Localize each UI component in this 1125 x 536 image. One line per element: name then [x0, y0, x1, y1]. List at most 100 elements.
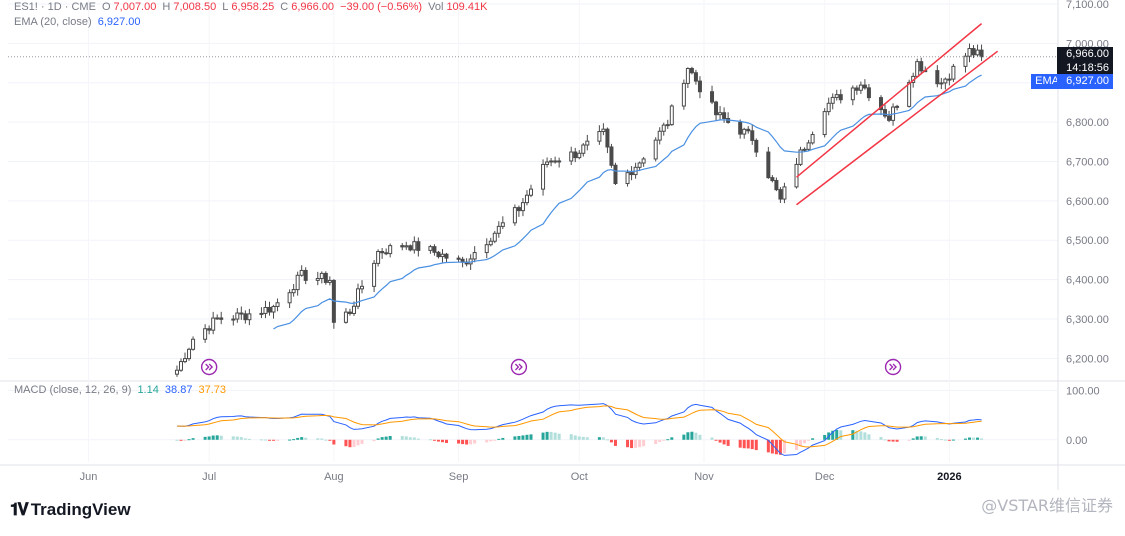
candle-body — [351, 305, 356, 314]
candle-body — [718, 112, 723, 116]
time-axis-tick: Aug — [324, 471, 344, 483]
candle-body — [557, 160, 562, 163]
time-axis-tick: Jun — [80, 471, 98, 483]
candle-body — [915, 61, 920, 77]
macd-histogram-bar — [352, 439, 356, 448]
macd-histogram-bar — [457, 439, 461, 444]
candle-body — [689, 67, 694, 74]
macd-histogram-bar — [525, 434, 529, 440]
price-axis-tick: 6,400.00 — [1066, 275, 1109, 287]
macd-histogram-bar — [895, 439, 899, 442]
macd-histogram-bar — [581, 436, 585, 440]
time-axis-tick: Nov — [694, 471, 714, 483]
candle-body — [665, 124, 670, 127]
macd-histogram-bar — [803, 439, 807, 444]
candle-body — [669, 105, 674, 126]
macd-histogram-bar — [883, 439, 887, 441]
macd-histogram-bar — [690, 431, 694, 440]
candle-body — [291, 289, 296, 294]
macd-histogram-bar — [722, 439, 726, 445]
wedge-trendline — [796, 23, 983, 178]
time-axis-tick: Sep — [449, 471, 469, 483]
price-axis-tick: 7,100.00 — [1066, 0, 1109, 11]
candle-body — [895, 105, 900, 108]
last-price-tag: 6,966.00 — [1057, 47, 1113, 62]
macd-histogram-bar — [859, 431, 863, 440]
candle-body — [830, 96, 835, 104]
candle-body — [581, 144, 586, 154]
macd-histogram-bar — [231, 436, 235, 440]
candle-body — [400, 245, 405, 248]
macd-histogram-bar — [263, 439, 267, 441]
macd-histogram-bar — [207, 436, 211, 440]
candle-body — [605, 128, 610, 148]
candle-body — [271, 305, 276, 313]
candle-body — [858, 84, 863, 91]
candle-body — [456, 257, 461, 260]
ema-tag-label: EMA — [1031, 74, 1063, 89]
macd-histogram-bar — [247, 438, 251, 440]
candle-body — [428, 246, 433, 251]
candle-body — [243, 313, 248, 321]
macd-histogram-bar — [436, 439, 440, 442]
macd-histogram-bar — [573, 435, 577, 440]
change-value: −39.00 (−0.56%) — [340, 1, 423, 13]
symbol-label: ES1! · 1D · CME — [14, 1, 96, 13]
macd-histogram-bar — [726, 439, 730, 446]
macd-histogram-bar — [259, 439, 263, 441]
tradingview-logo[interactable]: 𝟏𝐕 TradingView — [10, 500, 131, 520]
candle-body — [436, 251, 441, 258]
macd-histogram-bar — [348, 439, 352, 448]
price-chart[interactable]: 7,100.007,000.006,900.006,800.006,700.00… — [0, 0, 1125, 490]
macd-histogram-bar — [613, 439, 617, 446]
candle-body — [263, 306, 268, 314]
macd-histogram-bar — [795, 439, 799, 450]
candle-body — [356, 288, 360, 307]
candle-body — [657, 130, 662, 141]
macd-axis-tick: 0.00 — [1066, 435, 1087, 447]
candle-body — [661, 124, 666, 132]
candle-body — [943, 78, 948, 84]
tradingview-mark-icon: 𝟏𝐕 — [10, 500, 29, 519]
candle-body — [360, 285, 365, 290]
candle-body — [975, 49, 980, 56]
candle-body — [850, 87, 855, 101]
macd-histogram-bar — [191, 438, 195, 440]
macd-histogram-bar — [839, 430, 843, 440]
candle-body — [979, 49, 984, 58]
macd-histogram-bar — [292, 439, 296, 441]
macd-histogram-bar — [529, 434, 533, 440]
macd-histogram-bar — [879, 436, 883, 440]
macd-histogram-bar — [384, 436, 388, 440]
candle-body — [408, 245, 413, 251]
candle-body — [750, 130, 755, 141]
candle-body — [178, 361, 183, 371]
macd-histogram-bar — [360, 439, 364, 444]
candle-body — [653, 139, 658, 160]
candle-body — [866, 87, 871, 99]
candle-body — [239, 312, 244, 315]
macd-histogram-bar — [670, 437, 674, 440]
macd-histogram-bar — [686, 432, 690, 440]
macd-histogram-bar — [432, 439, 436, 441]
candle-body — [951, 65, 956, 80]
candle-body — [887, 115, 892, 121]
macd-histogram-bar — [807, 439, 811, 441]
macd-histogram-bar — [521, 435, 525, 440]
macd-histogram-bar — [513, 436, 517, 440]
candle-body — [327, 279, 332, 283]
candle-body — [384, 252, 389, 255]
macd-histogram-bar — [976, 437, 980, 440]
macd-histogram-bar — [324, 439, 328, 441]
macd-histogram-bar — [412, 437, 416, 440]
candle-body — [746, 128, 751, 132]
macd-histogram-bar — [738, 439, 742, 448]
macd-histogram-bar — [416, 438, 420, 440]
macd-histogram-bar — [666, 439, 670, 441]
macd-histogram-bar — [967, 437, 971, 440]
candle-body — [573, 151, 578, 159]
high-label: H — [162, 1, 171, 13]
macd-histogram-bar — [831, 430, 835, 440]
candle-body — [219, 317, 224, 320]
macd-histogram-bar — [440, 439, 444, 443]
